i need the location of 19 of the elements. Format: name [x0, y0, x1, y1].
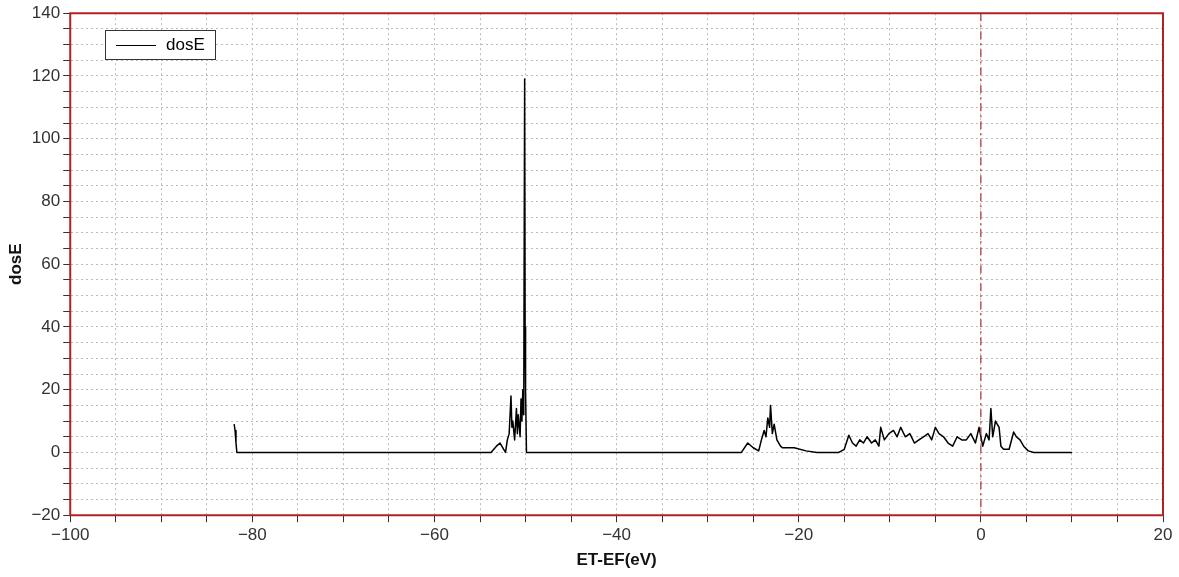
x-tick-label: 20 — [1153, 525, 1173, 545]
legend-label: dosE — [166, 35, 205, 55]
y-axis-title: dosE — [5, 243, 25, 285]
x-tick-label: −100 — [51, 525, 90, 545]
y-tick-label: 60 — [41, 253, 61, 273]
y-tick-label: 100 — [31, 128, 61, 148]
x-axis-title: ET-EF(eV) — [576, 550, 657, 570]
x-tick-label: −80 — [237, 525, 267, 545]
y-tick-label: −20 — [31, 504, 61, 524]
y-tick-label: 80 — [41, 191, 61, 211]
y-tick-label: 20 — [41, 379, 61, 399]
y-tick-label: 0 — [50, 442, 61, 462]
x-tick-label: −60 — [420, 525, 449, 545]
y-tick-label: 40 — [41, 316, 61, 336]
x-tick-label: −40 — [602, 525, 632, 545]
x-tick-label: 0 — [976, 525, 986, 545]
y-tick-label: 120 — [31, 65, 61, 85]
x-tick-label: −20 — [784, 525, 814, 545]
y-tick-label: 140 — [31, 2, 61, 22]
